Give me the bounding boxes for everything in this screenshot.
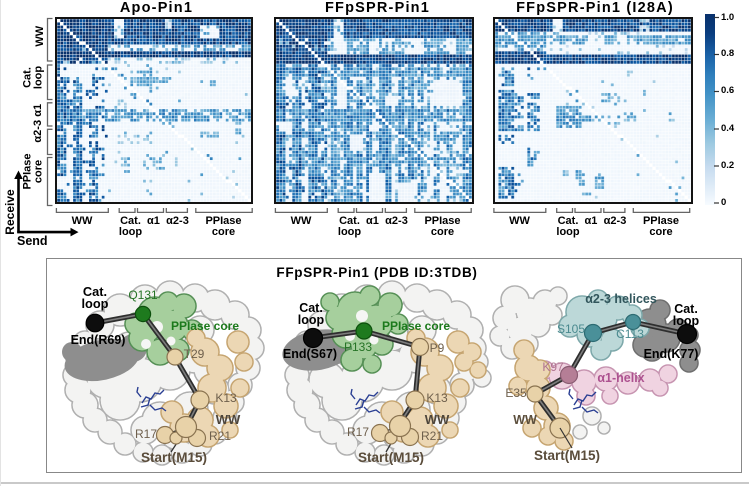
svg-text:R21: R21: [421, 429, 443, 443]
svg-text:Start(M15): Start(M15): [141, 450, 207, 465]
svg-text:Start(M15): Start(M15): [534, 448, 600, 463]
svg-text:End(R69): End(R69): [71, 333, 126, 347]
svg-text:P9: P9: [430, 341, 445, 355]
svg-text:Cat.: Cat.: [299, 301, 323, 315]
svg-text:PPIase core: PPIase core: [171, 319, 239, 333]
svg-text:P133: P133: [344, 340, 372, 354]
svg-text:K13: K13: [215, 391, 237, 405]
svg-text:R17: R17: [347, 425, 369, 439]
svg-text:E35: E35: [505, 386, 527, 400]
svg-text:α1-helix: α1-helix: [597, 371, 644, 385]
svg-text:loop: loop: [673, 314, 700, 328]
svg-text:End(S67): End(S67): [283, 347, 337, 361]
svg-text:S105: S105: [557, 322, 585, 336]
svg-text:WW: WW: [216, 412, 241, 427]
svg-text:T29: T29: [184, 347, 205, 361]
svg-text:PPIase core: PPIase core: [382, 319, 450, 333]
svg-text:Cat.: Cat.: [674, 302, 698, 316]
svg-text:loop: loop: [81, 296, 108, 311]
svg-text:K13: K13: [426, 391, 448, 405]
svg-text:C113: C113: [616, 327, 644, 341]
svg-text:End(K77): End(K77): [644, 347, 699, 361]
svg-text:α2-3 helices: α2-3 helices: [585, 292, 657, 306]
svg-text:WW: WW: [513, 413, 537, 427]
svg-text:R21: R21: [209, 429, 231, 443]
svg-text:Q131: Q131: [128, 288, 158, 302]
svg-text:WW: WW: [425, 412, 450, 427]
svg-text:R17: R17: [135, 427, 157, 441]
svg-text:Cat.: Cat.: [83, 284, 107, 299]
svg-text:K97: K97: [542, 360, 564, 374]
svg-text:loop: loop: [298, 313, 325, 327]
svg-text:Start(M15): Start(M15): [358, 450, 424, 465]
